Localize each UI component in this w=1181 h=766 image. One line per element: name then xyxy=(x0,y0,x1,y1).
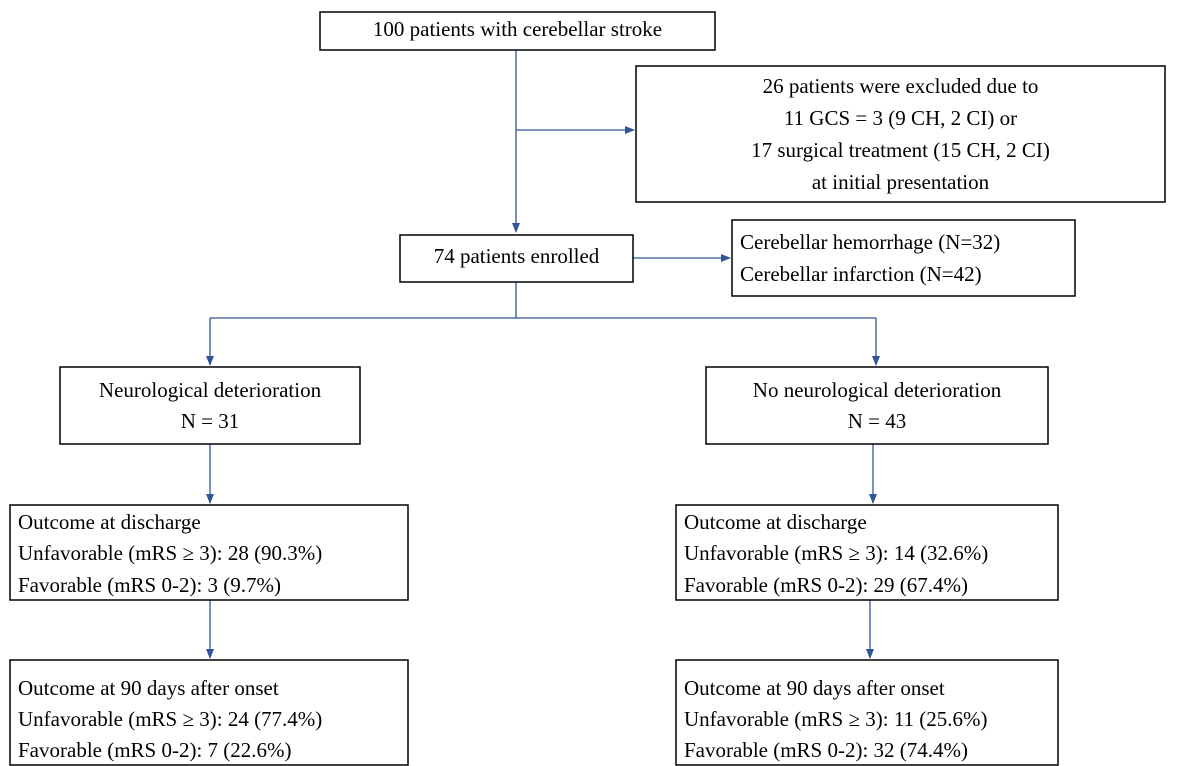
box-text: Unfavorable (mRS ≥ 3): 11 (25.6%) xyxy=(684,707,988,731)
box xyxy=(59,366,361,445)
box-text: 17 surgical treatment (15 CH, 2 CI) xyxy=(751,138,1050,162)
box-text: 100 patients with cerebellar stroke xyxy=(373,17,662,41)
boxes: 100 patients with cerebellar stroke 26 pa… xyxy=(9,11,1166,766)
box xyxy=(319,11,716,51)
box-text: N = 31 xyxy=(181,409,240,433)
connectors xyxy=(206,50,880,659)
box-text: Favorable (mRS 0-2): 32 (74.4%) xyxy=(684,738,968,762)
box-text: 74 patients enrolled xyxy=(434,244,600,268)
box-text: Outcome at discharge xyxy=(18,510,201,534)
box-text: Cerebellar infarction (N=42) xyxy=(740,262,982,286)
box xyxy=(675,504,1059,601)
box xyxy=(635,65,1166,203)
box-text: Neurological deterioration xyxy=(99,378,322,402)
box-text: 11 GCS = 3 (9 CH, 2 CI) or xyxy=(784,106,1017,130)
box-text: Unfavorable (mRS ≥ 3): 14 (32.6%) xyxy=(684,541,988,565)
box-text: Unfavorable (mRS ≥ 3): 24 (77.4%) xyxy=(18,707,322,731)
box-text: Cerebellar hemorrhage (N=32) xyxy=(740,230,1000,254)
box-text: Favorable (mRS 0-2): 3 (9.7%) xyxy=(18,573,281,597)
box xyxy=(399,234,634,283)
box-text: Outcome at discharge xyxy=(684,510,867,534)
box-text: N = 43 xyxy=(848,409,907,433)
box xyxy=(705,366,1049,445)
box xyxy=(9,659,409,766)
box xyxy=(675,659,1059,766)
box-text: Favorable (mRS 0-2): 7 (22.6%) xyxy=(18,738,292,762)
box-text: at initial presentation xyxy=(812,170,990,194)
box-text: Unfavorable (mRS ≥ 3): 28 (90.3%) xyxy=(18,541,322,565)
box-text: Outcome at 90 days after onset xyxy=(18,676,279,700)
box-text: 26 patients were excluded due to xyxy=(763,74,1039,98)
box xyxy=(9,504,409,601)
box-text: Outcome at 90 days after onset xyxy=(684,676,945,700)
box xyxy=(731,219,1076,297)
box-text: Favorable (mRS 0-2): 29 (67.4%) xyxy=(684,573,968,597)
box-text: No neurological deterioration xyxy=(753,378,1002,402)
